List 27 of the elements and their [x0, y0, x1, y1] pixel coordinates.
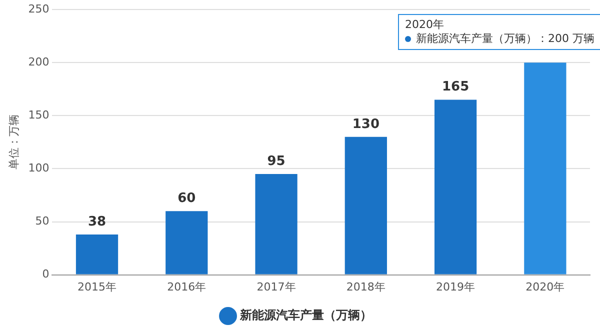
- x-tick-label: 2019年: [436, 280, 476, 294]
- data-label: 130: [352, 116, 380, 132]
- x-tick-label: 2018年: [346, 280, 386, 294]
- legend-label: 新能源汽车产量（万辆）: [239, 308, 372, 322]
- data-label: 165: [442, 80, 470, 95]
- data-label: 38: [88, 214, 106, 230]
- y-tick-label: 100: [28, 162, 50, 175]
- x-tick-label: 2017年: [256, 280, 296, 294]
- y-axis-title: 单位：万辆: [7, 114, 20, 170]
- bar: [524, 62, 566, 274]
- x-tick-label: 2016年: [167, 280, 206, 294]
- bar: [344, 136, 387, 274]
- annotation: 2020年: [405, 18, 444, 31]
- y-tick-label: 0: [42, 268, 50, 281]
- bar: [76, 234, 118, 274]
- y-tick-label: 150: [28, 108, 50, 122]
- bar: [434, 100, 477, 274]
- y-tick-label: 250: [28, 2, 50, 16]
- x-tick-label: 2020年: [526, 280, 565, 294]
- data-label: 60: [178, 191, 196, 206]
- bar: [255, 174, 298, 274]
- x-tick-label: 2015年: [78, 280, 117, 294]
- data-label: 95: [267, 154, 286, 169]
- annotation: 新能源汽车产量（万辆）：200 万辆: [416, 32, 594, 45]
- bar: [166, 211, 208, 274]
- y-tick-label: 200: [28, 56, 50, 68]
- y-tick-label: 50: [35, 214, 50, 228]
